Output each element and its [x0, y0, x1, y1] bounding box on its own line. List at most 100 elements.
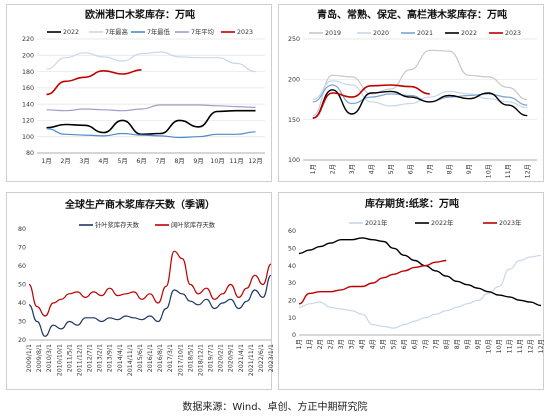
x-tick-label: 2018/12/1 [197, 344, 204, 376]
x-tick-label: 5月 [387, 164, 395, 174]
legend-label: 2022 [461, 30, 477, 37]
x-tick-label: 9月 [474, 339, 482, 349]
x-tick-label: 2009/8/1 [36, 344, 43, 372]
x-tick-label: 2020/9/1 [228, 344, 235, 372]
y-tick-label: 40 [18, 300, 26, 307]
x-tick-label: 2月 [328, 164, 336, 174]
x-tick-label: 8月 [442, 339, 450, 349]
x-tick-label: 1月 [306, 339, 314, 349]
y-tick-label: 250 [288, 36, 300, 43]
series-line-2023年 [298, 259, 447, 305]
x-tick-label: 2010/3/1 [46, 344, 53, 372]
y-tick-label: 120 [22, 118, 34, 125]
y-tick-label: 50 [288, 246, 296, 253]
x-tick-label: 8月 [174, 157, 184, 165]
x-tick-label: 5月 [117, 157, 127, 165]
series-line-2019 [312, 49, 528, 117]
y-tick-label: 10 [288, 315, 296, 322]
y-tick-label: 60 [288, 228, 296, 235]
x-tick-label: 2010/10/1 [56, 344, 63, 376]
x-tick-label: 2013/9/1 [107, 344, 114, 372]
x-tick-label: 9月 [463, 339, 471, 349]
x-tick-label: 2013/2/1 [97, 344, 104, 372]
x-tick-label: 2021/4/1 [238, 344, 245, 372]
y-tick-label: 180 [22, 69, 34, 76]
legend-label: 2022 [63, 29, 79, 36]
x-tick-label: 11月 [504, 164, 512, 178]
y-tick-label: 50 [18, 282, 26, 289]
x-tick-label: 2011/5/1 [66, 344, 73, 372]
x-tick-label: 2月 [327, 339, 335, 349]
chart-svg-global-days: 全球生产商木浆库存天数（季调） 20 30 40 50 60 70 80 2009/1/1 200… [18, 198, 273, 376]
x-tick-label: 12月 [537, 339, 545, 353]
series-line-2022 [312, 89, 528, 119]
x-tick-label: 10月 [495, 339, 503, 353]
y-tick-label: 100 [22, 134, 34, 141]
x-tick-label: 10月 [210, 157, 224, 165]
x-tick-label: 6月 [406, 164, 414, 174]
legend-label: 7年最高 [105, 27, 128, 36]
chart-svg-europe-port: 欧洲港口木浆库存：万吨 80 100 120 140 160 180 200 220 1月 2月 3月… [22, 8, 265, 165]
chart-title: 库存期货:纸浆：万吨 [365, 197, 459, 210]
y-tick-label: 160 [22, 85, 34, 92]
x-tick-label: 1月 [295, 339, 303, 349]
chart-panel-china-ports: 青岛、常熟、保定、高栏港木浆库存：万吨 100 150 200 250 1月 2月 3月 4月 5… [278, 4, 544, 182]
x-tick-label: 2019/7/1 [208, 344, 215, 372]
legend-label: 7年最低 [147, 27, 171, 36]
x-tick-label: 2011/12/1 [76, 344, 83, 376]
legend-label: 2020 [373, 30, 389, 37]
x-tick-label: 11月 [505, 339, 513, 353]
legend-label: 阔叶浆库存天数 [171, 220, 216, 229]
x-tick-label: 8月 [453, 339, 461, 349]
legend-label: 7年平均 [191, 27, 214, 36]
x-tick-label: 2023/1/1 [268, 344, 273, 372]
legend-label: 2022年 [431, 218, 453, 227]
x-tick-label: 5月 [390, 339, 398, 349]
y-tick-label: 80 [26, 150, 34, 157]
x-tick-label: 12月 [248, 157, 262, 165]
x-tick-label: 7月 [155, 157, 165, 165]
series-line-7年最高 [46, 51, 256, 73]
x-tick-label: 2015/6/1 [137, 344, 144, 372]
series-line-2023 [46, 69, 142, 96]
x-tick-label: 4月 [98, 157, 108, 165]
series-line-2022 [46, 109, 256, 136]
x-tick-label: 1月 [309, 164, 317, 174]
chart-svg-china-ports: 青岛、常熟、保定、高栏港木浆库存：万吨 100 150 200 250 1月 2月 3月 4月 5… [288, 8, 537, 178]
x-tick-label: 2016/8/1 [157, 344, 164, 372]
legend-label: 2021年 [365, 218, 387, 227]
series-line-2022年 [298, 237, 542, 307]
legend-label: 2021 [417, 30, 433, 37]
x-tick-label: 2021/11/1 [248, 344, 255, 376]
x-tick-label: 6月 [400, 339, 408, 349]
x-tick-label: 12月 [523, 164, 531, 178]
x-tick-label: 7月 [432, 339, 440, 349]
y-tick-label: 100 [288, 157, 300, 164]
chart-title: 全球生产商木浆库存天数（季调） [64, 198, 215, 211]
x-tick-label: 10月 [484, 164, 492, 178]
legend-label: 2019 [325, 30, 341, 37]
legend-label: 2023 [237, 29, 253, 36]
x-tick-label: 6月 [411, 339, 419, 349]
legend-label: 2023 [505, 30, 521, 37]
legend-label: 2023年 [499, 218, 521, 227]
x-tick-label: 8月 [445, 164, 453, 174]
chart-panel-futures-stock: 库存期货:纸浆：万吨 0 10 20 30 40 50 60 1月 1月 2月 2月 3月 3月 4月 4月 5… [278, 192, 545, 390]
x-tick-label: 2020/2/1 [218, 344, 225, 372]
x-tick-label: 11月 [516, 339, 524, 353]
y-tick-label: 40 [288, 263, 296, 270]
x-tick-label: 2009/1/1 [26, 344, 33, 372]
y-tick-label: 60 [18, 263, 26, 270]
series-line-2021年 [298, 254, 542, 329]
series-line-7年最低 [46, 128, 256, 139]
series-line-2020 [312, 80, 528, 109]
y-tick-label: 30 [18, 319, 26, 326]
x-tick-label: 2月 [316, 339, 324, 349]
y-tick-label: 200 [22, 52, 34, 59]
x-tick-label: 2012/7/1 [87, 344, 94, 372]
x-tick-label: 7月 [426, 164, 434, 174]
x-tick-label: 4月 [367, 164, 375, 174]
x-tick-label: 1月 [41, 157, 51, 165]
x-tick-label: 3月 [348, 164, 356, 174]
x-tick-label: 3月 [348, 339, 356, 349]
